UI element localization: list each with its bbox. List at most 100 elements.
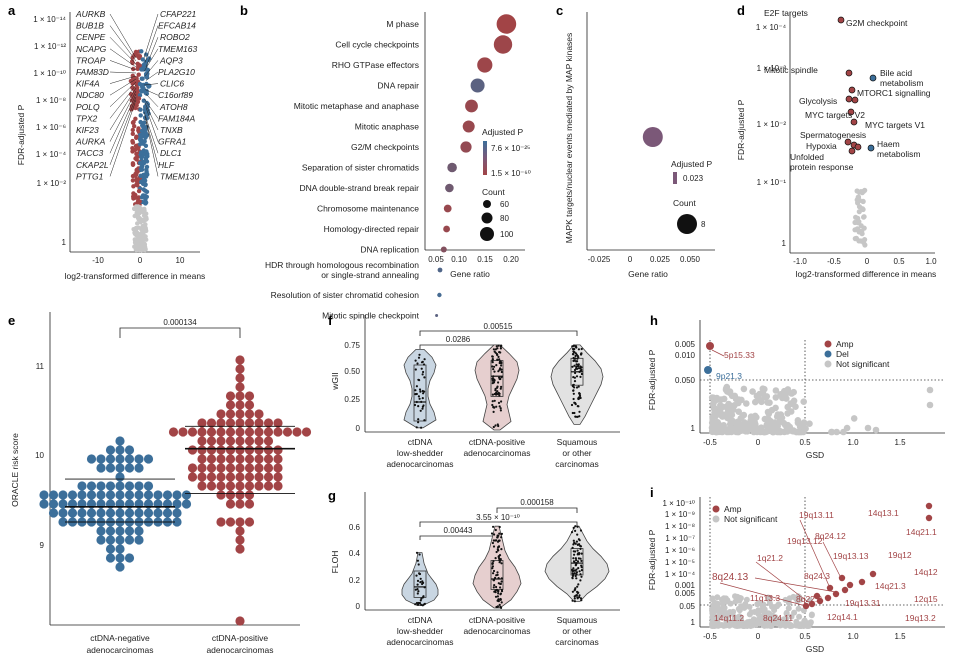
panel-f: f 0 0.25 0.50 0.75 wGII 0.0286 0.00515 c… <box>328 313 620 469</box>
panel-i-xtick: 1.0 <box>847 632 859 641</box>
panel-b-size-80 <box>481 212 493 224</box>
panel-f-point <box>420 426 423 429</box>
panel-g-point <box>573 597 576 600</box>
panel-a-gene-leader <box>143 48 159 72</box>
panel-e-point <box>115 553 125 563</box>
panel-e-point <box>124 553 135 563</box>
panel-i-point <box>732 593 738 600</box>
panel-g-point <box>499 586 502 589</box>
panel-h-point <box>735 408 742 416</box>
panel-h-point <box>828 428 836 436</box>
panel-e-point <box>172 508 182 518</box>
panel-e-point <box>96 481 106 491</box>
panel-c-legend-swatch <box>673 172 677 184</box>
panel-f-point <box>579 375 582 378</box>
panel-g-p3: 0.000158 <box>520 498 554 507</box>
panel-b: b M phase Cell cycle checkpoints RHO GTPas… <box>240 3 531 321</box>
panel-g-point <box>419 577 422 580</box>
panel-g-point <box>500 533 503 536</box>
panel-a-ytick: 1 × 10⁻¹² <box>34 42 66 51</box>
panel-h-point <box>774 411 782 418</box>
panel-e-bracket <box>119 327 241 338</box>
panel-f-point <box>416 362 419 365</box>
panel-g-point <box>499 592 502 595</box>
panel-a-gene-label: TROAP <box>76 55 106 65</box>
panel-h-point <box>767 417 774 425</box>
panel-i-ytick: 0.005 <box>675 589 696 598</box>
panel-f-point <box>495 352 498 356</box>
panel-g-point <box>491 541 494 545</box>
panel-f-point <box>423 376 426 379</box>
panel-g-point <box>577 567 580 570</box>
panel-a-gene-leader <box>143 98 159 119</box>
panel-f-groups: ctDNA low-shedder adenocarcinomas ctDNA-… <box>386 437 598 469</box>
panel-e-point <box>244 409 255 419</box>
panel-f-point <box>497 401 501 404</box>
panel-e-point <box>197 454 207 464</box>
panel-e: e 11 10 9 ORACLE risk score 0.000134 ctD… <box>8 312 312 655</box>
panel-g-point <box>570 531 574 534</box>
panel-i-label: 19q13.31 <box>845 598 881 608</box>
panel-g-bracket-3 <box>496 507 578 513</box>
panel-label-f: f <box>328 313 333 328</box>
panel-d-label: Glycolysis <box>799 96 837 106</box>
panel-d-ylabel: FDR-adjusted P <box>736 99 746 160</box>
panel-f-point <box>495 405 498 408</box>
panel-a-gene-label: CLIC6 <box>160 79 184 89</box>
panel-e-point <box>225 409 236 419</box>
panel-b-dot <box>447 162 457 173</box>
panel-e-point <box>235 418 245 428</box>
panel-f-point <box>500 364 503 367</box>
panel-b-category: DNA repair <box>377 81 419 91</box>
panel-f-group: Squamous <box>557 437 598 447</box>
panel-i-label: 12q15 <box>914 594 938 604</box>
panel-h-point <box>749 388 756 395</box>
panel-h-xtick: 1.0 <box>847 438 859 447</box>
panel-f-point <box>417 395 420 398</box>
panel-e-point <box>134 454 144 464</box>
panel-f-point <box>499 407 502 410</box>
panel-g-point <box>572 539 575 542</box>
panel-a-point <box>132 124 137 129</box>
panel-a-gene-leader <box>144 116 159 165</box>
panel-a-gene-label: HLF <box>158 160 175 170</box>
panel-f-point <box>573 359 576 362</box>
panel-e-point <box>96 508 106 518</box>
panel-e-point <box>115 454 125 464</box>
panel-g-point <box>500 562 503 565</box>
panel-e-point <box>105 481 116 491</box>
panel-d-point <box>859 206 866 212</box>
panel-e-point <box>235 517 245 527</box>
panel-f-group: low-shedder <box>397 448 443 458</box>
panel-e-point <box>216 490 226 500</box>
panel-g-bracket-2 <box>419 521 578 527</box>
panel-d-xtick: -1.0 <box>793 257 807 266</box>
panel-d-sig-point <box>869 74 877 82</box>
panel-b-xtick: 0.15 <box>477 255 493 264</box>
panel-i-label: 14q13.1 <box>868 508 899 518</box>
panel-a-point <box>141 207 146 212</box>
panel-f-group: or other <box>562 448 591 458</box>
panel-e-point <box>225 391 236 401</box>
panel-i-point <box>733 620 740 627</box>
panel-i-point <box>782 596 789 603</box>
panel-h-point <box>779 394 786 402</box>
panel-i-amp-point <box>813 592 821 600</box>
panel-a-gene-label: TNXB <box>160 125 183 135</box>
panel-h-point <box>742 421 749 429</box>
panel-e-point <box>235 472 245 482</box>
panel-f-point <box>499 351 502 354</box>
panel-b-size-label: 100 <box>500 230 514 239</box>
panel-a-point <box>139 76 144 81</box>
panel-e-point <box>105 544 116 554</box>
panel-h-point <box>761 428 769 436</box>
panel-e-point <box>105 445 116 455</box>
panel-g-point <box>574 594 577 597</box>
panel-b-size-60 <box>483 200 491 208</box>
panel-f-point <box>495 345 498 348</box>
panel-h-legend-del-dot <box>824 350 832 358</box>
panel-g-point <box>498 532 501 535</box>
panel-i-xtick: -0.5 <box>703 632 717 641</box>
panel-e-point <box>86 508 97 518</box>
